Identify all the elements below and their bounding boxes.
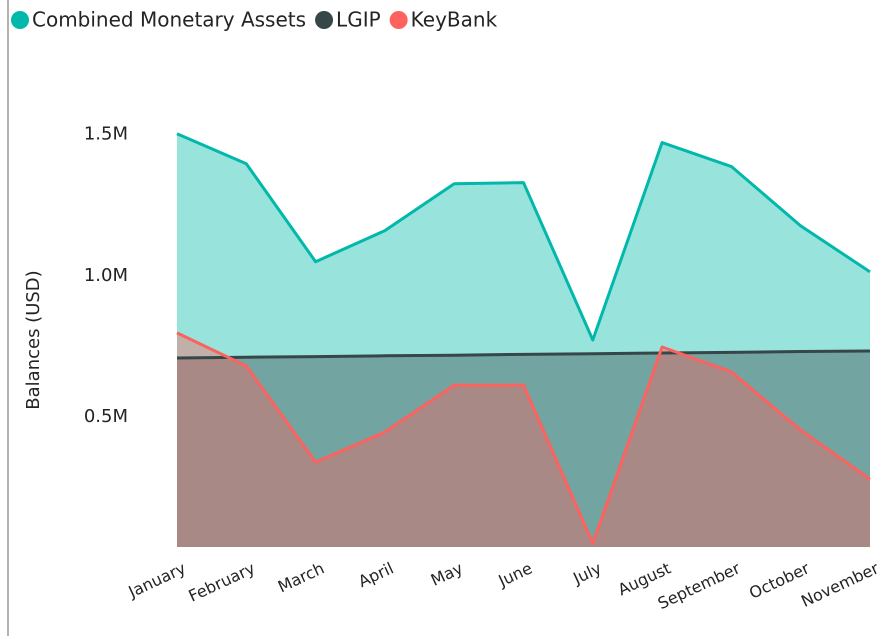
legend-label: KeyBank xyxy=(411,8,498,32)
x-tick-label: April xyxy=(355,558,396,591)
series-line xyxy=(176,331,871,545)
y-axis-title: Balances (USD) xyxy=(23,270,44,409)
area-fill xyxy=(177,332,870,547)
series-line xyxy=(176,349,871,360)
x-tick-label: May xyxy=(428,558,466,589)
y-tick-label: 1.5M xyxy=(84,124,128,145)
legend-marker xyxy=(11,11,29,29)
x-tick-label: January xyxy=(125,558,189,601)
y-tick-label: 1.0M xyxy=(84,265,128,286)
x-tick-label: June xyxy=(495,558,536,590)
x-tick-label: July xyxy=(569,558,604,588)
legend-label: Combined Monetary Assets xyxy=(32,8,306,32)
x-tick-label: March xyxy=(275,558,327,596)
area-fill xyxy=(177,350,870,547)
y-tick-label: 0.5M xyxy=(84,406,128,427)
area-fill xyxy=(177,133,870,547)
series-line xyxy=(176,132,871,342)
legend-label: LGIP xyxy=(336,8,381,32)
x-tick-label: November xyxy=(798,558,882,611)
x-tick-label: February xyxy=(186,558,258,605)
legend-marker xyxy=(389,11,408,29)
legend-marker xyxy=(315,11,334,29)
